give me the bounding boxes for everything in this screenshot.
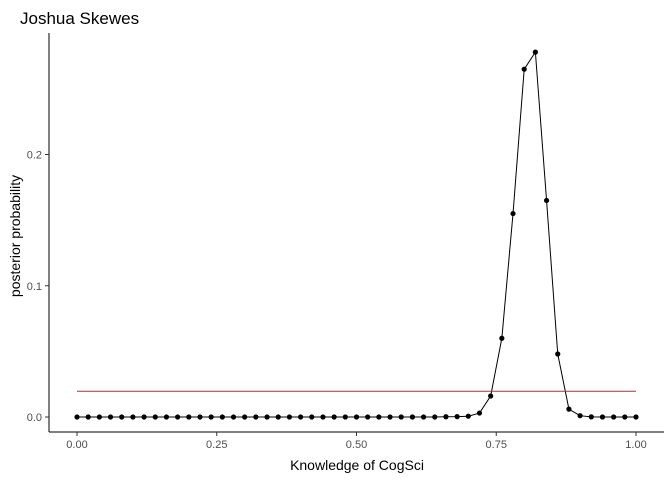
x-tick-label: 0.75 (486, 439, 507, 451)
y-tick-label: 0.2 (27, 150, 42, 162)
data-point (432, 414, 438, 420)
data-point (353, 414, 360, 420)
data-point (96, 414, 102, 420)
data-point (555, 351, 561, 357)
data-point (141, 414, 147, 420)
data-point (588, 414, 594, 420)
chart-title: Joshua Skewes (20, 9, 139, 28)
data-point (633, 414, 639, 420)
data-point (208, 414, 214, 420)
data-point (175, 414, 181, 420)
data-point (622, 414, 628, 420)
data-point (409, 414, 415, 420)
data-point (543, 197, 550, 204)
data-point (342, 414, 348, 420)
data-point (230, 414, 237, 420)
data-point (85, 414, 91, 420)
data-point (264, 414, 270, 420)
data-point (186, 414, 192, 420)
x-tick-label: 0.50 (346, 439, 367, 451)
data-point (465, 413, 471, 419)
data-point (253, 414, 259, 420)
data-point (599, 414, 606, 420)
x-axis-title: Knowledge of CogSci (290, 457, 424, 473)
y-axis-title: posterior probability (7, 175, 23, 297)
data-point (365, 414, 371, 420)
data-point (376, 414, 382, 420)
data-point (119, 414, 125, 420)
data-point (510, 210, 516, 217)
data-point (532, 49, 538, 55)
axes: 0.00 0.25 0.50 0.75 1.00 0.0 0.1 0.2 (27, 33, 664, 451)
data-point (577, 413, 583, 419)
data-point (286, 414, 293, 420)
data-point (309, 414, 315, 420)
data-point (420, 414, 427, 420)
data-point (197, 414, 203, 420)
y-tick-label: 0.1 (27, 281, 42, 293)
data-point (275, 414, 281, 420)
data-point (499, 335, 505, 341)
data-point (454, 414, 460, 420)
data-point (130, 414, 136, 420)
data-point (107, 414, 114, 420)
data-point (387, 414, 393, 420)
data-point (398, 414, 404, 420)
data-point (219, 414, 225, 420)
x-tick-label: 0.25 (206, 439, 227, 451)
data-marks (74, 49, 639, 420)
x-tick-label: 1.00 (625, 439, 646, 451)
data-point (476, 410, 483, 416)
data-point (521, 66, 527, 72)
data-point (331, 414, 337, 420)
data-point (242, 414, 248, 420)
data-point (74, 414, 80, 420)
data-point (611, 414, 617, 420)
data-point (566, 406, 572, 412)
data-point (488, 393, 494, 399)
data-point (152, 414, 158, 420)
data-point (298, 414, 304, 420)
data-point (163, 414, 170, 420)
data-point (443, 414, 449, 420)
y-tick-label: 0.0 (27, 412, 42, 424)
posterior-line (77, 50, 636, 418)
x-tick-label: 0.00 (66, 439, 87, 451)
data-point (320, 414, 326, 420)
